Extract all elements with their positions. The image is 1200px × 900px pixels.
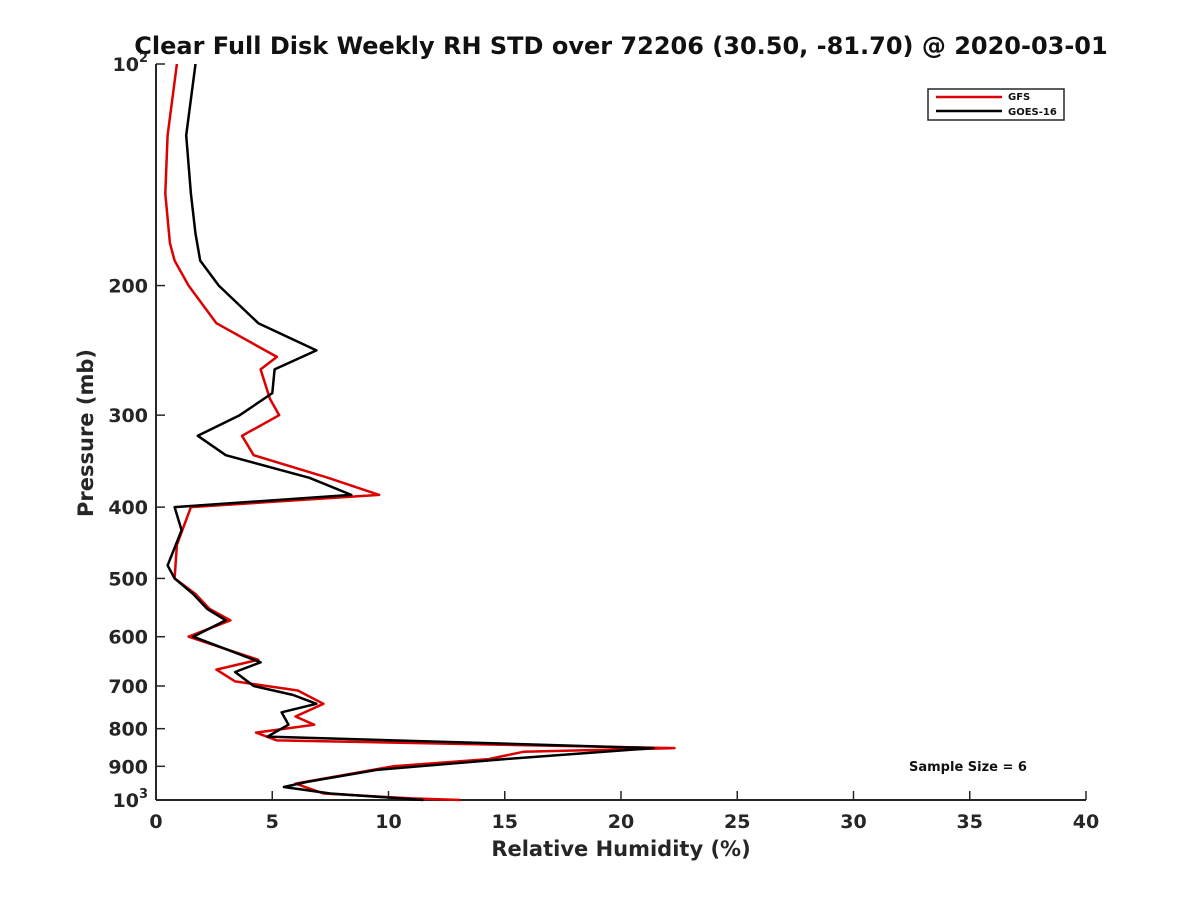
x-tick-label: 15 — [492, 811, 518, 833]
x-tick-label: 20 — [608, 811, 634, 833]
y-tick-label: 600 — [108, 627, 148, 649]
y-tick-label: 500 — [108, 568, 148, 590]
y-tick-label: 900 — [108, 756, 148, 778]
y-ticks: 102 200 300 400 500 600 700 800 900 103 — [108, 51, 165, 812]
x-axis-label: Relative Humidity (%) — [491, 837, 750, 861]
y-tick-label: 200 — [108, 276, 148, 298]
legend: GFS GOES-16 — [927, 88, 1065, 121]
legend-label-gfs: GFS — [1008, 92, 1030, 103]
x-tick-label: 40 — [1073, 811, 1099, 833]
series-line-gfs — [164, 63, 676, 802]
series-line-goes16 — [166, 63, 655, 802]
x-tick-label: 25 — [724, 811, 750, 833]
x-ticks: 0 5 10 15 20 25 30 35 40 — [149, 791, 1099, 833]
chart-title: Clear Full Disk Weekly RH STD over 72206… — [134, 32, 1107, 60]
legend-box — [927, 88, 1065, 121]
y-tick-label: 700 — [108, 676, 148, 698]
y-tick-label: 102 — [113, 51, 149, 76]
x-tick-label: 0 — [149, 811, 162, 833]
x-tick-label: 30 — [840, 811, 866, 833]
sample-size-annotation: Sample Size = 6 — [909, 760, 1027, 775]
y-axis-label: Pressure (mb) — [74, 349, 98, 517]
x-tick-label: 5 — [266, 811, 279, 833]
y-tick-label: 800 — [108, 719, 148, 741]
y-tick-label: 400 — [108, 497, 148, 519]
legend-label-goes16: GOES-16 — [1008, 107, 1057, 118]
y-tick-label: 300 — [108, 405, 148, 427]
x-tick-label: 35 — [957, 811, 983, 833]
series-group — [164, 63, 676, 802]
y-tick-label: 103 — [113, 787, 149, 812]
x-tick-label: 10 — [375, 811, 401, 833]
